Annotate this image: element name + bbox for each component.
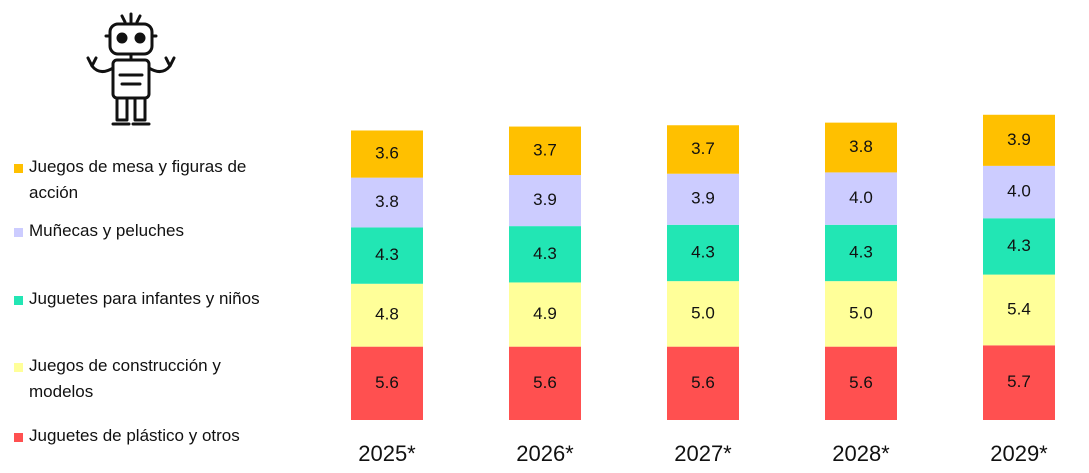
bar-segment xyxy=(825,346,897,420)
data-label: 3.7 xyxy=(533,140,557,159)
bar-segment xyxy=(667,281,739,347)
bar-segment xyxy=(667,346,739,420)
data-label: 4.3 xyxy=(1007,236,1031,255)
data-label: 5.6 xyxy=(691,373,715,392)
bar-segment xyxy=(983,114,1055,166)
legend-item: Juegos de mesa y figuras de acción xyxy=(14,157,284,206)
data-label: 5.0 xyxy=(691,303,715,322)
legend-label: Juegos de mesa y figuras de acción xyxy=(29,157,247,202)
bar-segment xyxy=(825,172,897,225)
bar-segment xyxy=(351,130,423,178)
x-tick-label: 2029* xyxy=(990,441,1048,466)
bar-segment xyxy=(509,346,581,420)
data-label: 4.0 xyxy=(849,188,873,207)
legend-item: Muñecas y peluches xyxy=(14,221,284,244)
bar-segment xyxy=(509,126,581,176)
legend-item: Juguetes de plástico y otros xyxy=(14,426,284,449)
legend-label: Juguetes para infantes y niños xyxy=(29,289,260,308)
data-label: 4.9 xyxy=(533,304,557,323)
bar-segment xyxy=(509,175,581,227)
legend-swatch xyxy=(14,363,23,372)
data-label: 5.4 xyxy=(1007,299,1031,318)
legend-item: Juegos de construcción y modelos xyxy=(14,356,284,405)
x-tick-label: 2028* xyxy=(832,441,890,466)
data-label: 3.9 xyxy=(1007,130,1031,149)
data-label: 4.3 xyxy=(375,245,399,264)
legend-swatch xyxy=(14,228,23,237)
bar-segment xyxy=(983,165,1055,219)
bar-segment xyxy=(983,274,1055,346)
legend-swatch xyxy=(14,296,23,305)
x-tick-label: 2027* xyxy=(674,441,732,466)
data-label: 3.8 xyxy=(375,192,399,211)
legend-swatch xyxy=(14,164,23,173)
bar-segment xyxy=(983,345,1055,420)
x-tick-label: 2025* xyxy=(358,441,416,466)
bar-segment xyxy=(509,226,581,283)
legend-label: Juegos de construcción y modelos xyxy=(29,356,221,401)
data-label: 5.6 xyxy=(375,373,399,392)
data-label: 4.3 xyxy=(691,242,715,261)
legend-swatch xyxy=(14,433,23,442)
bar-segment xyxy=(351,346,423,420)
legend-label: Muñecas y peluches xyxy=(29,221,184,240)
x-tick-label: 2026* xyxy=(516,441,574,466)
bar-segment xyxy=(351,177,423,228)
bar-segment xyxy=(667,224,739,282)
legend-item: Juguetes para infantes y niños xyxy=(14,289,284,312)
bar-segment xyxy=(983,218,1055,275)
data-label: 5.6 xyxy=(533,373,557,392)
bar-segment xyxy=(351,283,423,347)
data-label: 4.3 xyxy=(533,244,557,263)
robot-icon xyxy=(86,12,176,126)
data-label: 5.6 xyxy=(849,373,873,392)
data-label: 4.3 xyxy=(849,242,873,261)
legend-label: Juguetes de plástico y otros xyxy=(29,426,240,445)
bar-segment xyxy=(667,173,739,225)
data-label: 3.7 xyxy=(691,139,715,158)
bar-segment xyxy=(509,282,581,347)
data-label: 5.7 xyxy=(1007,372,1031,391)
data-label: 3.9 xyxy=(533,190,557,209)
data-label: 5.0 xyxy=(849,303,873,322)
data-label: 3.9 xyxy=(691,189,715,208)
data-label: 3.6 xyxy=(375,144,399,163)
bar-segment xyxy=(825,122,897,173)
bar-segment xyxy=(667,125,739,174)
data-label: 3.8 xyxy=(849,137,873,156)
bar-segment xyxy=(825,224,897,282)
data-label: 4.8 xyxy=(375,305,399,324)
bar-segment xyxy=(351,227,423,284)
data-label: 4.0 xyxy=(1007,182,1031,201)
bar-segment xyxy=(825,281,897,347)
